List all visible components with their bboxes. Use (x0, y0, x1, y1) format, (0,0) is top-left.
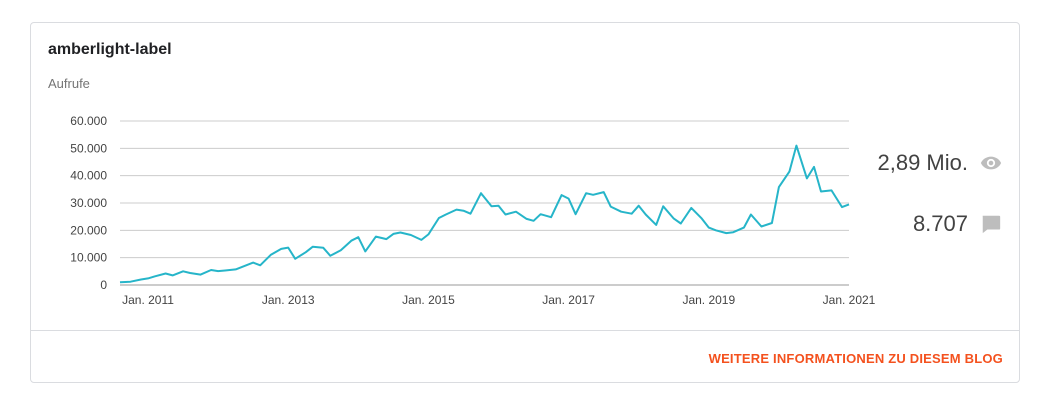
y-tick-label: 0 (100, 278, 107, 292)
y-tick-label: 50.000 (70, 141, 107, 155)
blog-stats-card: amberlight-label Aufrufe 0 10.000 20.000 30… (30, 22, 1020, 383)
y-tick-label: 20.000 (70, 223, 107, 237)
x-tick-label: Jan. 2019 (682, 293, 735, 307)
series-line (119, 144, 850, 284)
x-tick-label: Jan. 2013 (262, 293, 315, 307)
views-count: 2,89 Mio. (877, 150, 969, 175)
y-tick-label: 30.000 (70, 196, 107, 210)
comments-count: 8.707 (912, 211, 968, 236)
views-line-chart: 0 10.000 20.000 30.000 40.000 50.000 60.000 Jan… (70, 114, 876, 307)
y-tick-label: 10.000 (70, 251, 107, 265)
y-tick-label: 40.000 (70, 169, 107, 183)
x-tick-label: Jan. 2021 (823, 293, 876, 307)
stats-panel: 2,89 Mio. 8.707 (802, 148, 1002, 270)
comment-icon (982, 215, 1001, 234)
x-tick-label: Jan. 2011 (122, 293, 174, 307)
views-stat: 2,89 Mio. (802, 148, 1002, 178)
card-divider (31, 330, 1019, 331)
blog-title[interactable]: amberlight-label (48, 41, 172, 58)
x-tick-label: Jan. 2017 (542, 293, 595, 307)
chart-series-label: Aufrufe (48, 76, 90, 91)
more-info-link[interactable]: WEITERE INFORMATIONEN ZU DIESEM BLOG (708, 351, 1003, 366)
y-tick-label: 60.000 (70, 114, 107, 128)
comments-stat: 8.707 (802, 209, 1002, 239)
x-tick-label: Jan. 2015 (402, 293, 455, 307)
eye-icon (980, 156, 1002, 170)
